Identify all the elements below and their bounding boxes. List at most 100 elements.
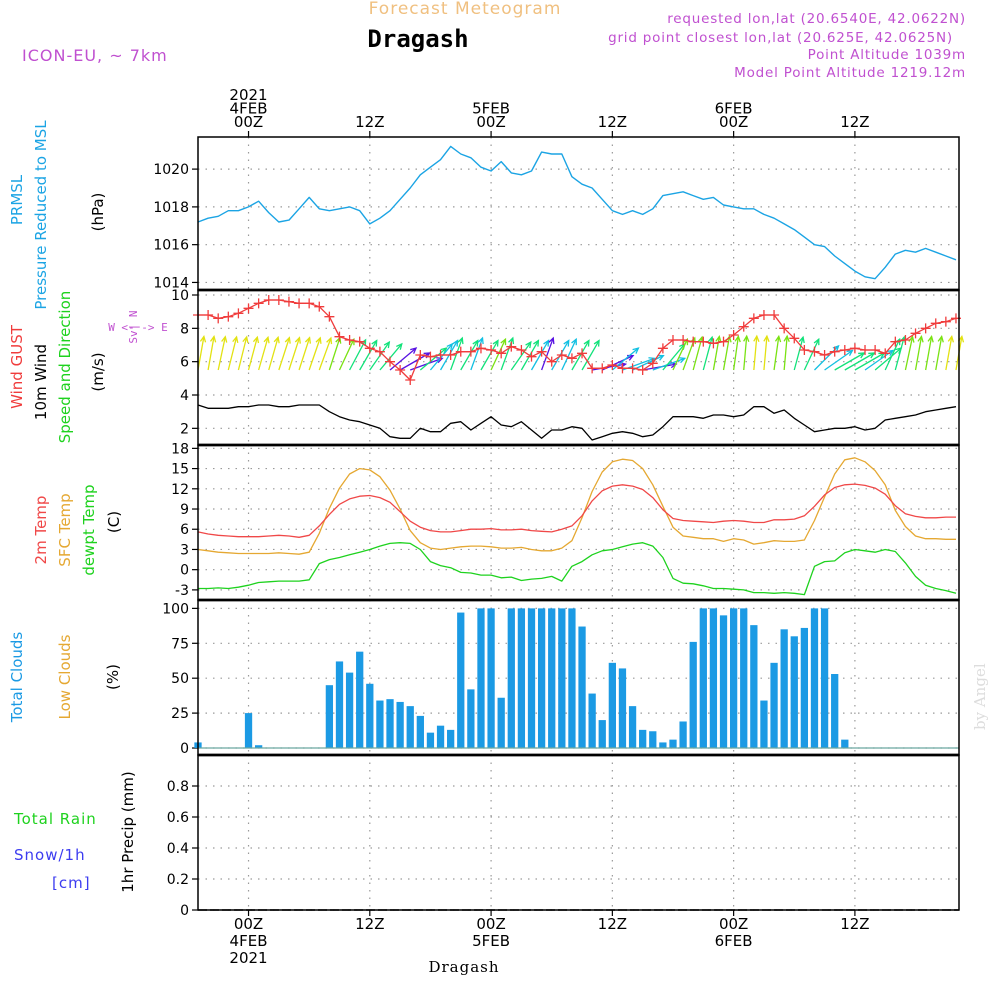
wind-arrow-head — [715, 335, 722, 343]
wind-arrow — [460, 340, 479, 371]
wind-arrow-head — [209, 335, 217, 343]
wind-arrow-head — [446, 342, 454, 350]
pressure-tick-label: 1020 — [153, 162, 189, 178]
wind-arrow — [692, 336, 703, 371]
snow-unit: [cm] — [52, 874, 91, 892]
wind-arrow — [227, 336, 238, 371]
cloud-bar — [467, 689, 475, 749]
wind-arrow-head — [682, 337, 689, 346]
top-time-label: 12Z — [840, 113, 869, 131]
gust-marker — [870, 345, 881, 355]
wind-arrow-head — [472, 339, 479, 347]
wind-arrow-head — [846, 349, 854, 357]
cloud-bar — [649, 731, 657, 749]
temp-2m-label: 2m Temp — [32, 496, 50, 565]
wind-arrow — [894, 336, 905, 371]
cloud-bar — [396, 701, 404, 749]
top-time-label: 00Z — [234, 113, 263, 131]
total-clouds-label: Total Clouds — [8, 632, 26, 724]
cloud-bar — [618, 668, 627, 749]
wind-arrow-head — [383, 340, 391, 349]
wind-arrow — [389, 347, 417, 371]
wind-arrow-head — [593, 339, 600, 347]
requested-coords: requested lon,lat (20.6540E, 42.0622N) — [667, 11, 966, 27]
wind-arrow-head — [533, 339, 540, 347]
bottom-time-label: 12Z — [840, 915, 869, 933]
temperature-frame — [197, 444, 960, 601]
clouds-tick-label: 75 — [171, 636, 189, 652]
gust-marker — [738, 321, 749, 332]
wind-speed-line — [197, 404, 957, 441]
gust-marker — [819, 350, 830, 360]
bottom-time-label: 12Z — [355, 915, 384, 933]
wind-arrow — [601, 355, 634, 371]
cloud-bar — [669, 739, 677, 749]
cloud-bar — [325, 685, 334, 749]
top-time-label: 00Z — [719, 113, 748, 131]
cloud-bar — [537, 608, 546, 749]
cloud-bar — [436, 725, 445, 749]
top-time-label: 4FEB — [230, 100, 268, 118]
cloud-bar — [810, 608, 819, 749]
pressure-unit: (hPa) — [89, 193, 107, 232]
pressure-tick-label: 1016 — [153, 238, 189, 254]
watermark: by Angel — [971, 663, 989, 730]
wind-arrow-head — [763, 334, 770, 342]
pressure-label-short: PRMSL — [8, 174, 26, 225]
cloud-bar — [507, 608, 515, 749]
clouds-tick-label: 100 — [162, 601, 189, 617]
gust-marker — [374, 346, 385, 357]
gust-marker — [779, 323, 790, 334]
gust-label: Wind GUST — [8, 324, 26, 409]
gust-marker — [667, 335, 678, 345]
temperature-tick-label: 3 — [180, 542, 189, 558]
wind-label: 10m Wind — [32, 344, 50, 420]
gust-marker — [940, 316, 951, 327]
dewpoint-line — [198, 542, 957, 596]
wind-arrow — [904, 336, 914, 371]
rain-label: Total Rain — [13, 810, 97, 828]
cloud-bar — [679, 721, 687, 749]
gust-marker — [395, 365, 406, 375]
gust-marker — [556, 350, 567, 360]
gust-marker — [688, 336, 699, 347]
model-label: ICON-EU, ~ 7km — [22, 46, 168, 65]
wind-arrow — [379, 343, 403, 371]
gust-marker — [910, 328, 921, 339]
wind-arrow-head — [360, 338, 367, 347]
gust-marker — [475, 343, 486, 354]
bottom-time-label: 6FEB — [715, 932, 753, 950]
wind-arrow — [732, 336, 740, 371]
gust-marker — [506, 341, 517, 352]
gust-marker — [213, 313, 224, 324]
cloud-bar — [719, 615, 728, 749]
gust-marker — [496, 348, 507, 359]
wind-arrow — [662, 343, 686, 371]
wind-arrow — [672, 338, 688, 371]
wind-arrow-head — [548, 336, 555, 345]
pressure-tick-label: 1014 — [153, 275, 189, 291]
pressure-tick-label: 1018 — [153, 200, 189, 216]
wind-arrow — [359, 340, 378, 371]
bottom-location-label: Dragash — [428, 958, 499, 976]
wind-arrow — [207, 336, 215, 371]
top-time-label: 00Z — [476, 113, 505, 131]
gust-marker — [294, 298, 305, 309]
wind-arrow — [945, 336, 953, 371]
wind-arrow — [884, 338, 901, 371]
gust-marker — [748, 313, 759, 324]
wind-arrow-head — [371, 339, 378, 347]
gust-marker — [839, 345, 850, 355]
cloud-bar — [659, 742, 667, 749]
compass-rose: Sv| N — [127, 310, 140, 343]
cloud-bar — [729, 608, 738, 749]
gust-marker — [607, 360, 618, 370]
gust-marker — [880, 348, 891, 359]
gust-marker — [627, 363, 638, 374]
temp-2m-line — [197, 483, 956, 538]
gust-marker — [718, 336, 729, 347]
wind-arrow-head — [927, 335, 934, 343]
wind-arrow — [480, 340, 499, 371]
wind-arrow — [561, 338, 577, 371]
wind-arrow — [874, 347, 902, 371]
